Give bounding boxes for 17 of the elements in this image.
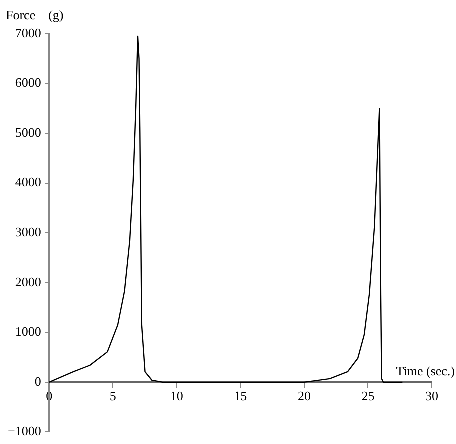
x-tick-label: 10 [170,388,184,404]
x-axis-title: Time (sec.) [396,363,455,378]
y-tick-label: 5000 [15,124,42,140]
y-tick-label: 0 [34,374,42,389]
y-tick-label: 6000 [15,75,42,90]
y-tick-label: 1000 [15,324,42,340]
y-tick-label: 2000 [15,274,42,290]
x-tick-label: 25 [362,388,375,404]
y-axis-title: Force (g) [6,7,64,22]
x-tick-label: 15 [234,388,248,404]
x-tick-label: 5 [110,388,116,404]
y-tick-label: −1000 [8,424,42,439]
y-tick-label: 7000 [15,25,42,40]
y-tick-label: 4000 [15,174,42,190]
x-tick-label: 20 [298,388,311,404]
y-tick-label: 3000 [15,224,42,240]
x-tick-label: 30 [426,388,438,404]
